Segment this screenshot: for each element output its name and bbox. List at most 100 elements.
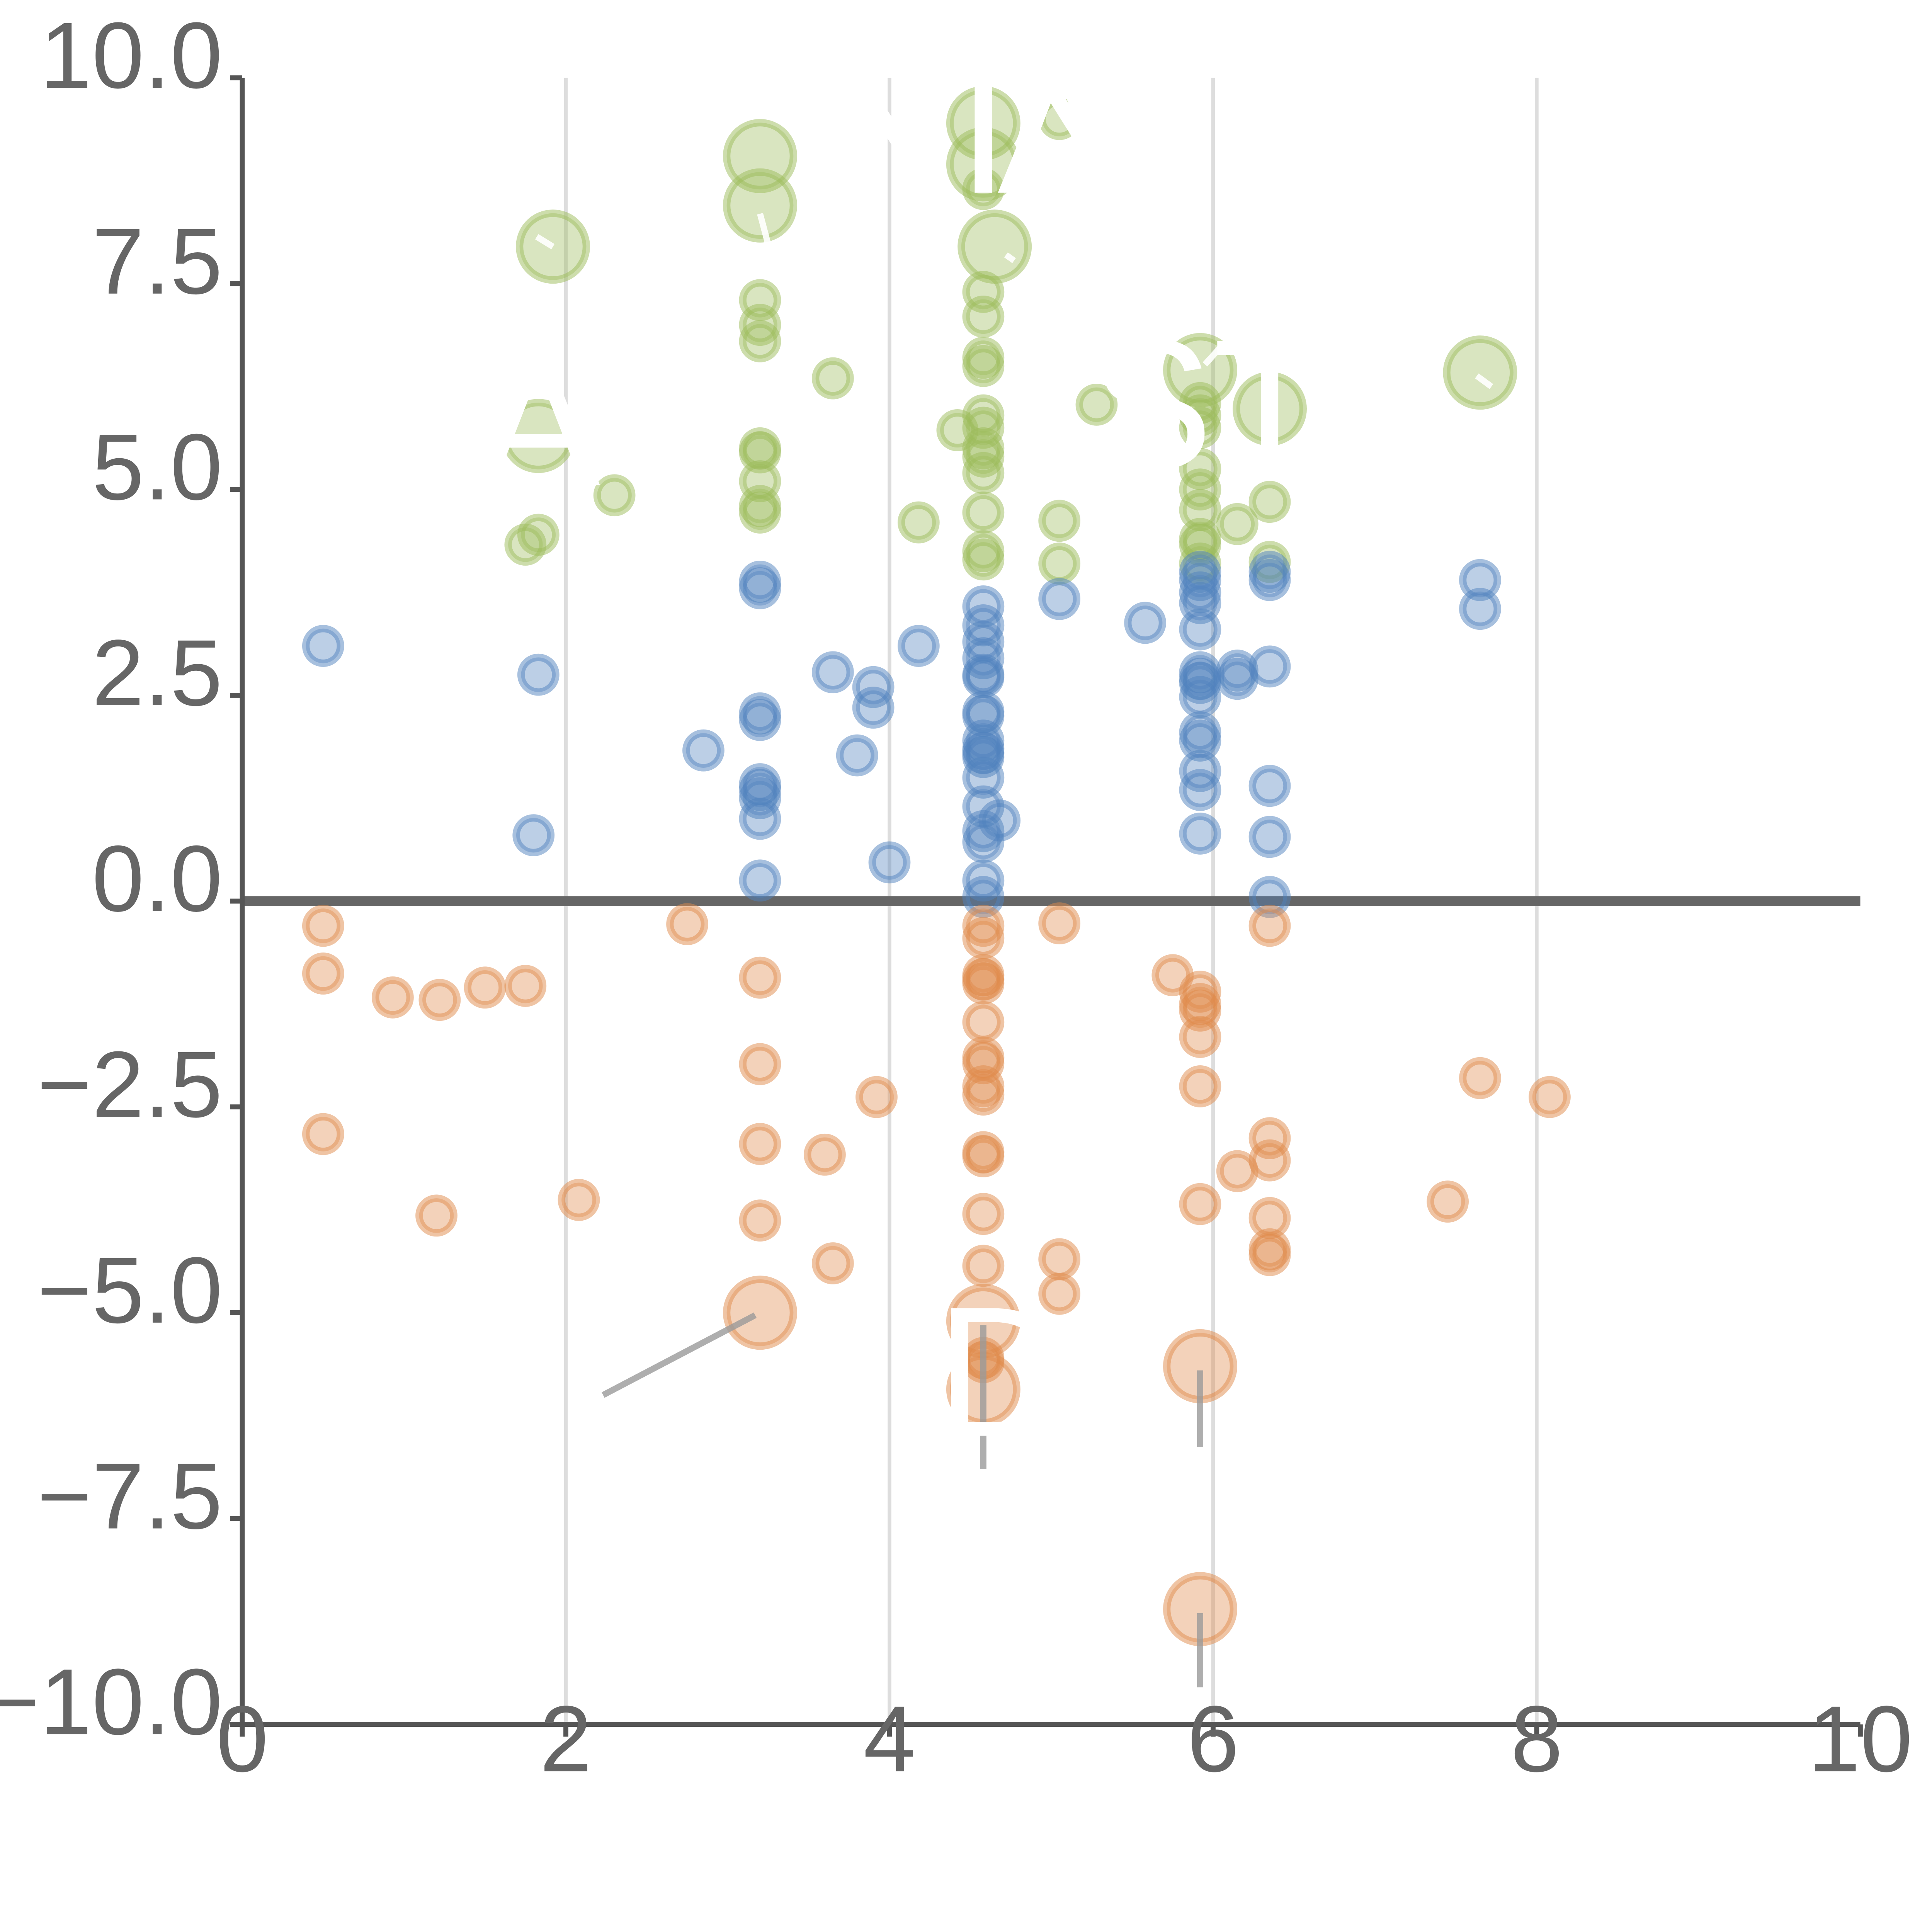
series-positive_strong — [501, 86, 1517, 585]
data-point-positive_strong — [1443, 335, 1517, 410]
data-point-positive_strong — [501, 399, 576, 473]
data-point-negative — [962, 1193, 1005, 1235]
data-point-positive_strong — [1038, 543, 1081, 585]
data-point-positive — [897, 625, 940, 667]
data-point-negative — [1179, 1016, 1221, 1058]
data-point-negative — [962, 1001, 1005, 1043]
data-point-positive — [739, 699, 781, 741]
data-point-negative — [739, 1123, 781, 1165]
data-point-positive_strong — [1179, 394, 1221, 437]
data-point-positive — [1179, 812, 1221, 855]
data-point-negative — [804, 1133, 846, 1176]
data-point-positive_strong — [1179, 406, 1221, 449]
data-point-positive — [739, 798, 781, 840]
data-point-negative — [1038, 1272, 1081, 1315]
data-point-positive_strong — [1075, 383, 1118, 426]
data-point-positive_strong — [1216, 503, 1259, 545]
data-point-positive_strong — [962, 168, 1005, 210]
data-point-positive — [1248, 645, 1291, 688]
data-point-positive — [1038, 578, 1081, 620]
y-tick-label: −5.0 — [37, 1238, 223, 1343]
x-tick-label: 8 — [1510, 1686, 1563, 1791]
data-point-negative — [739, 1043, 781, 1085]
data-point-negative — [962, 1073, 1005, 1116]
data-point-positive — [852, 686, 895, 729]
data-point-negative — [1038, 902, 1081, 944]
data-point-positive — [739, 567, 781, 609]
data-point-positive_strong — [739, 492, 781, 534]
data-point-positive_strong — [1233, 372, 1307, 446]
data-point-positive — [1248, 876, 1291, 918]
annotation-leader-line — [757, 213, 771, 245]
data-point-negative — [723, 1276, 797, 1350]
data-point-positive_strong — [739, 431, 781, 474]
data-point-positive_strong — [739, 320, 781, 362]
data-point-negative — [418, 979, 461, 1021]
x-tick-label: 6 — [1187, 1686, 1239, 1791]
data-point-positive — [512, 814, 555, 856]
data-point-positive — [1124, 602, 1166, 644]
data-point-positive — [682, 729, 724, 772]
y-tick-label: −2.5 — [37, 1032, 223, 1137]
data-point-positive_strong — [962, 492, 1005, 534]
data-point-positive_strong — [504, 524, 547, 566]
data-point-positive — [1179, 769, 1221, 811]
data-point-negative — [962, 905, 1005, 947]
data-point-negative — [558, 1179, 600, 1221]
y-tick-label: −10.0 — [0, 1649, 223, 1754]
data-point-positive_strong — [593, 474, 636, 517]
x-tick-label: 10 — [1808, 1686, 1912, 1791]
annotation-leader-line — [602, 1312, 757, 1398]
data-point-positive_strong — [1248, 481, 1291, 523]
data-point-positive_strong — [812, 357, 854, 400]
data-point-positive — [962, 876, 1005, 918]
data-point-positive — [1179, 608, 1221, 651]
series-positive — [302, 551, 1501, 918]
data-point-positive — [1248, 765, 1291, 807]
data-point-positive — [868, 841, 911, 884]
data-point-negative — [739, 956, 781, 999]
data-point-positive_strong — [962, 345, 1005, 387]
point-annotation-label: STE — [1089, 301, 1450, 508]
data-point-positive — [517, 653, 560, 696]
data-point-positive — [739, 859, 781, 902]
data-point-negative — [504, 965, 547, 1007]
data-point-negative — [739, 1199, 781, 1242]
data-point-positive — [836, 734, 878, 777]
point-annotation-label: NIN — [824, 25, 1143, 232]
data-point-negative — [962, 962, 1005, 1005]
data-point-negative — [415, 1194, 457, 1237]
data-point-negative — [1179, 1183, 1221, 1225]
annotation-leader-line — [1475, 373, 1493, 389]
data-point-positive — [962, 757, 1005, 799]
data-point-positive — [1248, 816, 1291, 858]
data-point-positive — [812, 651, 854, 694]
data-point-positive_strong — [962, 452, 1005, 494]
y-tick-label: 5.0 — [92, 414, 223, 519]
x-tick-label: 4 — [863, 1686, 915, 1791]
data-point-negative — [302, 1113, 344, 1155]
data-point-positive_strong — [962, 296, 1005, 338]
data-point-positive_strong — [723, 168, 797, 243]
data-point-negative — [666, 903, 708, 946]
data-point-negative — [1248, 1234, 1291, 1276]
annotation-leader-line — [1004, 252, 1016, 264]
data-point-positive_strong — [1038, 500, 1081, 542]
point-annotation-label: A — [998, 25, 1122, 232]
data-point-negative — [962, 1245, 1005, 1287]
x-tick-label: 0 — [216, 1686, 268, 1791]
data-point-negative — [302, 905, 344, 947]
data-point-negative — [1529, 1076, 1571, 1118]
y-tick-label: 0.0 — [92, 826, 223, 931]
data-point-positive_strong — [946, 86, 1020, 160]
data-point-positive — [1459, 559, 1501, 601]
data-point-positive — [978, 799, 1021, 842]
data-point-negative — [1248, 905, 1291, 947]
point-annotation-label: D — [936, 1268, 1070, 1475]
data-point-positive — [302, 625, 344, 667]
series-negative — [302, 902, 1571, 1646]
point-annotation-label: A — [476, 317, 601, 524]
y-tick-label: 10.0 — [40, 3, 223, 108]
